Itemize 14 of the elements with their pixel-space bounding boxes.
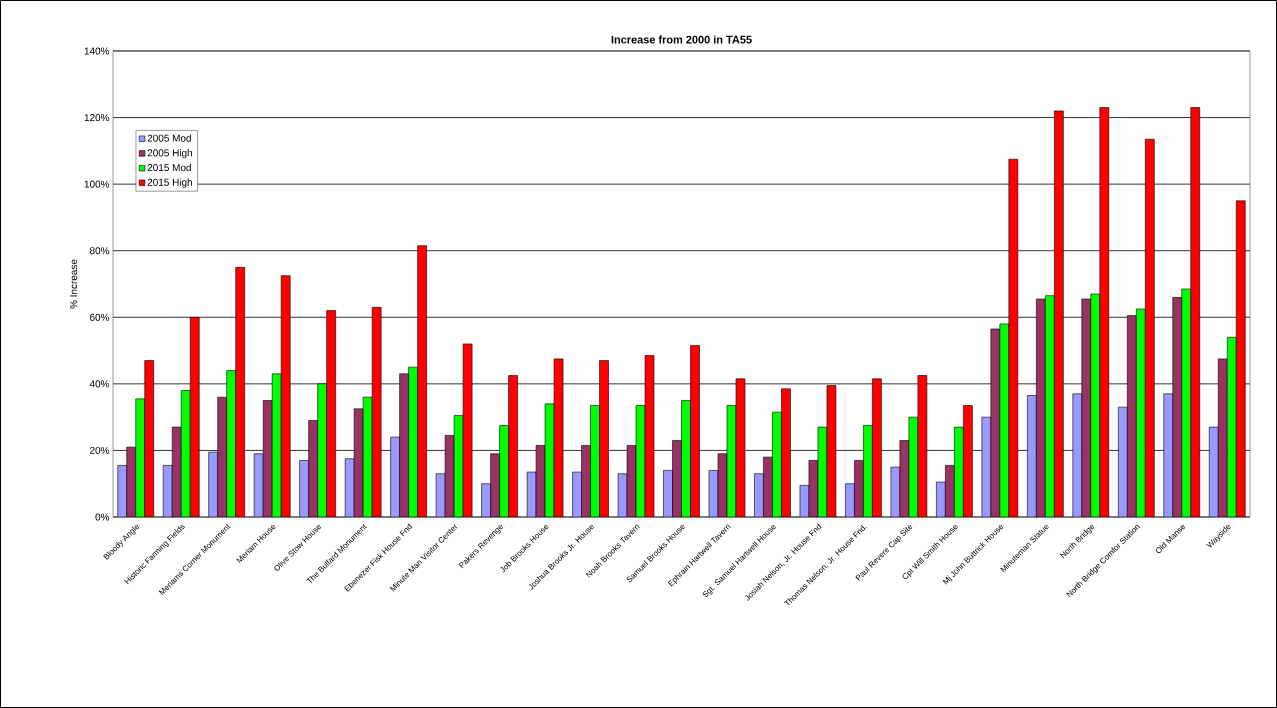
legend-label: 2005 Mod [147, 134, 191, 142]
legend-label: 2015 High [147, 178, 192, 188]
y-tick-label: 80% [89, 247, 110, 255]
y-tick-label: 100% [84, 180, 110, 188]
chart-title: Increase from 2000 in TA55 [611, 35, 752, 44]
y-tick-label: 40% [89, 380, 110, 388]
y-tick-label: 140% [84, 47, 110, 55]
y-tick-label: 0% [95, 513, 110, 521]
y-axis-title: % Increase [70, 259, 78, 309]
legend-label: 2005 High [147, 149, 192, 159]
y-tick-label: 20% [90, 446, 110, 454]
legend-label: 2015 Mod [147, 163, 191, 172]
y-tick-label: 120% [84, 114, 110, 122]
y-tick-label: 60% [90, 313, 110, 321]
